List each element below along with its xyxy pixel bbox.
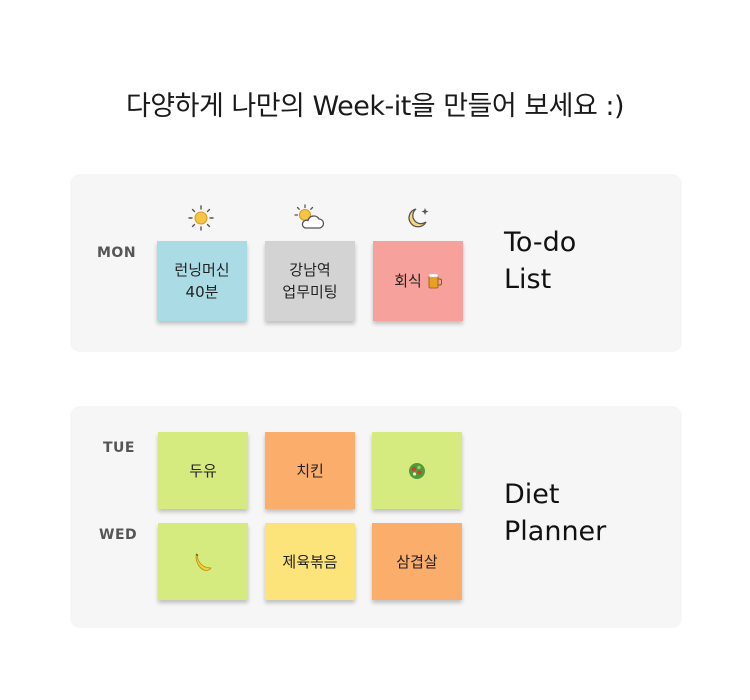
page-headline: 다양하게 나만의 Week-it을 만들어 보세요 :) <box>125 91 625 122</box>
diet-note-wed-3[interactable]: 삼겹살 <box>372 523 462 600</box>
day-label-mon: MON <box>97 245 137 261</box>
day-label-tue: TUE <box>103 440 135 456</box>
diet-note-wed-1[interactable] <box>158 523 248 600</box>
diet-note-tue-1[interactable]: 두유 <box>158 432 248 509</box>
banana-icon <box>195 553 212 571</box>
diet-card: TUE WED 두유 치킨 제육볶음 삼겹살 Diet Planner <box>70 406 682 628</box>
diet-planner-label: Diet Planner <box>504 479 607 547</box>
beer-mug-icon <box>428 273 442 289</box>
diet-note-tue-3[interactable] <box>372 432 462 509</box>
note-text: 제육볶음 <box>282 552 338 571</box>
salad-icon <box>409 462 425 479</box>
note-text: 치킨 <box>296 461 324 480</box>
todo-note-2[interactable]: 강남역 업무미팅 <box>265 241 355 321</box>
todo-list-label: To-do List <box>504 227 577 295</box>
partly-cloudy-icon <box>294 204 325 229</box>
todo-note-1[interactable]: 런닝머신 40분 <box>157 241 247 321</box>
moon-stars-icon <box>408 208 429 228</box>
todo-card: MON 런닝머신 40분 강남역 업무미팅 회식 <box>70 174 682 352</box>
note-text: 삼겹살 <box>396 552 438 571</box>
note-text: 회식 <box>394 272 422 290</box>
note-text: 런닝머신 40분 <box>174 261 230 301</box>
diet-note-wed-2[interactable]: 제육볶음 <box>265 523 355 600</box>
sun-icon <box>188 205 214 231</box>
day-label-wed: WED <box>99 527 138 543</box>
todo-note-3[interactable]: 회식 <box>373 241 463 321</box>
note-text: 두유 <box>189 461 217 480</box>
diet-note-tue-2[interactable]: 치킨 <box>265 432 355 509</box>
note-text: 강남역 업무미팅 <box>282 261 338 301</box>
